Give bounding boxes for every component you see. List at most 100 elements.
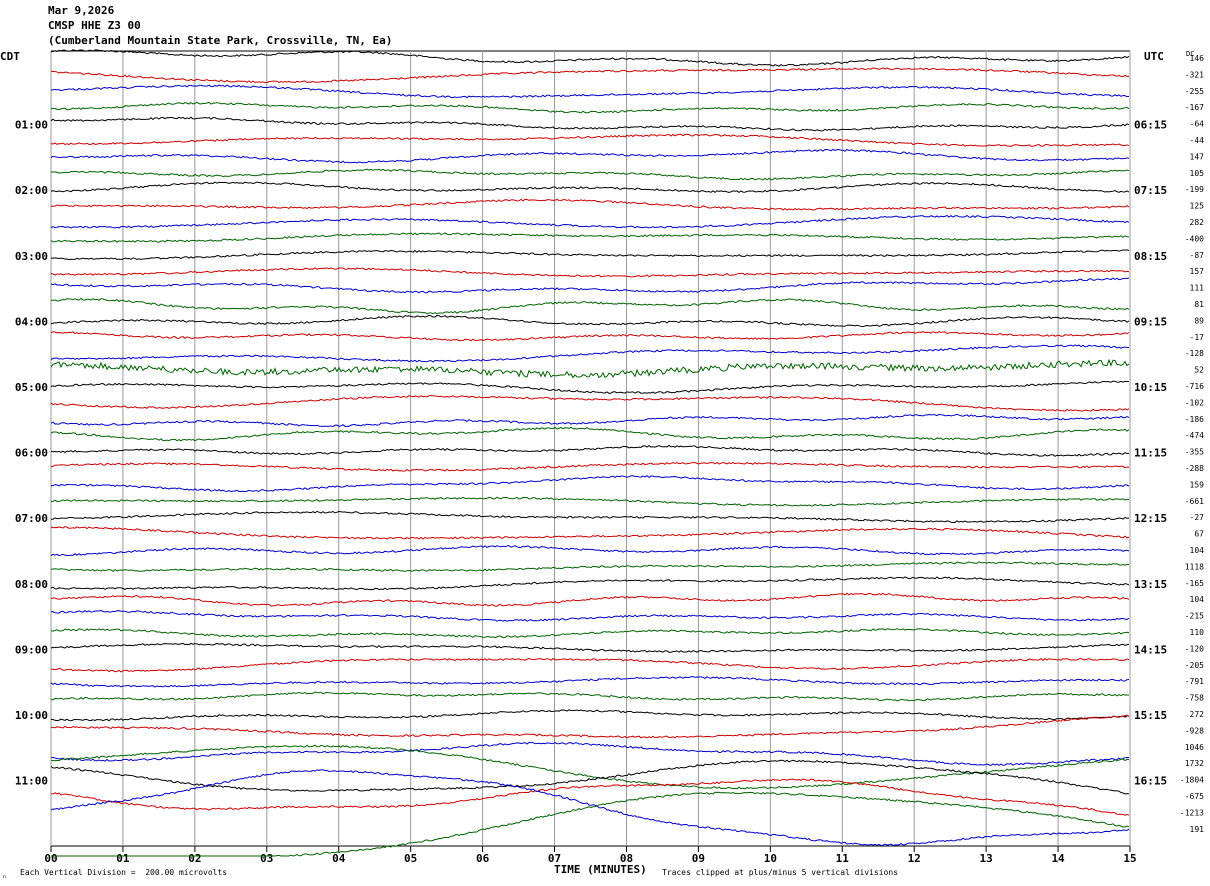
trace-line (50, 592, 1130, 607)
left-axis-label: CDT (0, 50, 20, 63)
trace-line (50, 297, 1130, 315)
header-location: (Cumberland Mountain State Park, Crossvi… (48, 34, 393, 47)
left-hour-label: 03:00 (15, 250, 48, 263)
clip-note: Traces clipped at plus/minus 5 vertical … (662, 868, 899, 877)
trace-line (50, 101, 1130, 114)
trace-line (50, 198, 1130, 211)
trace-line (50, 759, 1130, 795)
trace-line (50, 67, 1130, 84)
trace-line (50, 380, 1130, 394)
dc-offset-label: 146 (1190, 54, 1205, 63)
dc-offset-label: -321 (1185, 70, 1204, 79)
trace-line (50, 475, 1130, 493)
dc-offset-label: -167 (1185, 103, 1204, 112)
right-hour-label: 13:15 (1134, 578, 1167, 591)
trace-line (50, 444, 1130, 457)
trace-line (50, 344, 1130, 363)
x-tick-label: 01 (116, 852, 130, 865)
trace-line (50, 744, 1130, 790)
left-hour-label: 08:00 (15, 578, 48, 591)
x-tick-label: 02 (188, 852, 201, 865)
dc-offset-label: -661 (1185, 497, 1204, 506)
right-hour-label: 10:15 (1134, 381, 1167, 394)
x-tick-label: 04 (332, 852, 346, 865)
dc-offset-label: -1804 (1180, 776, 1204, 785)
trace-line (50, 232, 1130, 243)
dc-offset-label: -165 (1185, 579, 1204, 588)
dc-offset-label: -288 (1185, 464, 1204, 473)
dc-offset-label: 104 (1190, 546, 1205, 555)
dc-offset-label: -205 (1185, 661, 1204, 670)
x-tick-label: 08 (620, 852, 633, 865)
dc-offset-label: -17 (1190, 333, 1205, 342)
trace-line (50, 267, 1130, 278)
trace-line (50, 133, 1130, 147)
x-tick-label: 13 (980, 852, 993, 865)
dc-offset-label: 81 (1194, 300, 1204, 309)
right-hour-label: 07:15 (1134, 184, 1167, 197)
right-hour-label: 09:15 (1134, 315, 1167, 328)
dc-offset-label: -355 (1185, 448, 1204, 457)
dc-offset-label: -675 (1185, 792, 1204, 801)
dc-offset-label: -474 (1185, 431, 1204, 440)
dc-offset-label: -215 (1185, 612, 1204, 621)
left-hour-label: 10:00 (15, 709, 48, 722)
x-tick-label: 14 (1051, 852, 1065, 865)
trace-line (50, 561, 1130, 572)
dc-offset-label: 1732 (1185, 759, 1204, 768)
dc-offset-label: 110 (1190, 628, 1205, 637)
right-hour-label: 12:15 (1134, 512, 1167, 525)
dc-offset-label: -791 (1185, 677, 1204, 686)
trace-line (50, 691, 1130, 702)
trace-line (50, 576, 1130, 591)
trace-line (50, 709, 1130, 722)
trace-line (50, 545, 1130, 557)
dc-offset-label: -928 (1185, 726, 1204, 735)
dc-offset-label: -1213 (1180, 808, 1204, 817)
dc-offset-label: 159 (1190, 480, 1205, 489)
dc-offset-label: 52 (1194, 366, 1204, 375)
left-hour-label: 09:00 (15, 643, 48, 656)
trace-line (50, 628, 1130, 639)
trace-line (50, 249, 1130, 261)
trace-line (50, 426, 1130, 442)
trace-line (50, 714, 1130, 739)
scale-note: Each Vertical Division = 200.00 microvol… (20, 868, 228, 877)
x-tick-label: 06 (476, 852, 490, 865)
left-hour-label: 07:00 (15, 512, 48, 525)
trace-line (50, 610, 1130, 622)
header-date: Mar 9,2026 (48, 4, 115, 17)
x-tick-label: 15 (1123, 852, 1136, 865)
right-hour-label: 08:15 (1134, 250, 1167, 263)
x-axis-title: TIME (MINUTES) (554, 863, 647, 876)
dc-offset-label: 1118 (1185, 562, 1204, 571)
trace-line (50, 496, 1130, 507)
dc-offset-label: -186 (1185, 415, 1204, 424)
dc-offset-label: 157 (1190, 267, 1205, 276)
header-station: CMSP HHE Z3 00 (48, 19, 141, 32)
x-tick-label: 11 (836, 852, 850, 865)
trace-line (50, 314, 1130, 328)
x-tick-label: 00 (44, 852, 57, 865)
dc-offset-label: 147 (1190, 152, 1205, 161)
dc-offset-label: 282 (1190, 218, 1205, 227)
dc-offset-label: 125 (1190, 202, 1205, 211)
x-tick-label: 09 (692, 852, 705, 865)
dc-offset-label: -102 (1185, 398, 1204, 407)
trace-line (50, 330, 1130, 342)
trace-line (50, 395, 1130, 412)
dc-offset-label: -716 (1185, 382, 1204, 391)
dc-offset-label: 105 (1190, 169, 1205, 178)
trace-line (50, 84, 1130, 99)
x-tick-label: 10 (764, 852, 777, 865)
trace-line (50, 214, 1130, 229)
left-hour-label: 01:00 (15, 119, 48, 132)
right-axis-label: UTC (1144, 50, 1164, 63)
dc-offset-label: -758 (1185, 694, 1204, 703)
left-hour-label: 04:00 (15, 315, 48, 328)
dc-offset-label: 191 (1190, 825, 1205, 834)
dc-label: DC (1186, 50, 1195, 58)
trace-line (50, 642, 1130, 653)
right-hour-label: 16:15 (1134, 775, 1167, 788)
